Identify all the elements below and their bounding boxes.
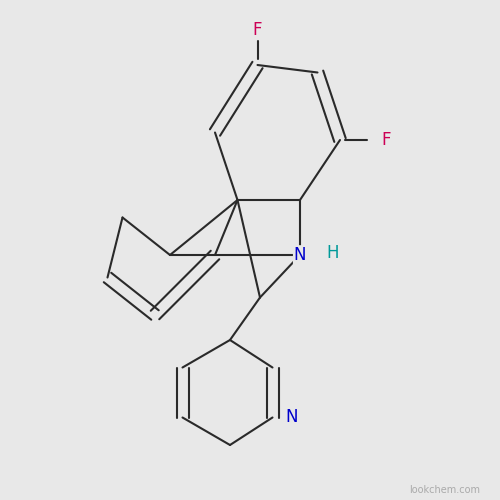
Text: N: N: [294, 246, 306, 264]
Text: H: H: [326, 244, 339, 262]
Text: F: F: [253, 21, 262, 39]
Text: F: F: [382, 131, 391, 149]
Text: lookchem.com: lookchem.com: [409, 485, 480, 495]
Text: N: N: [286, 408, 298, 426]
